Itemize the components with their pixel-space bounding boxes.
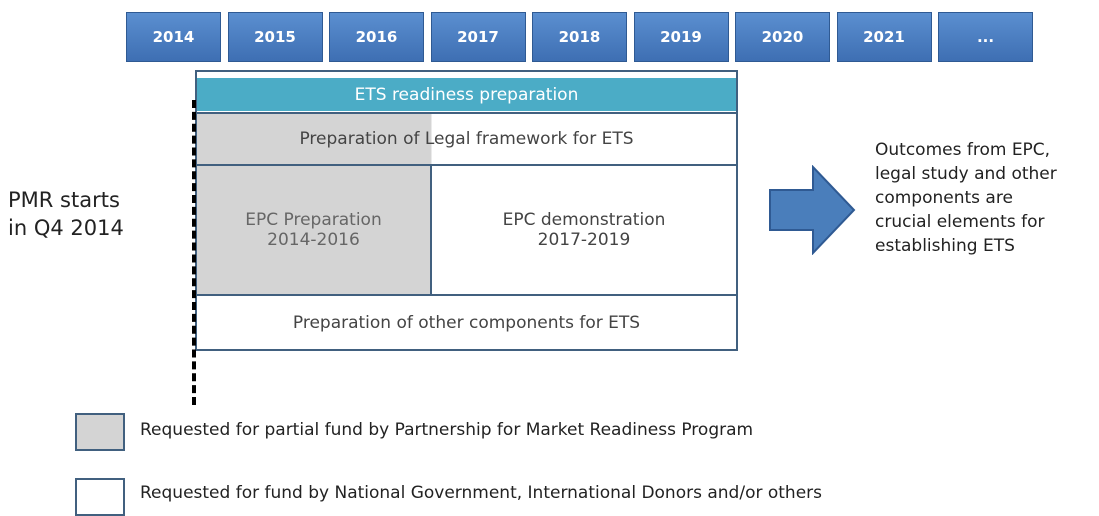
epc-demo-title: EPC demonstration (502, 210, 666, 230)
start-line (192, 100, 196, 405)
year-box: 2016 (329, 12, 424, 62)
other-text: Preparation of other components for ETS (292, 312, 641, 333)
legend-label: Requested for partial fund by Partnershi… (140, 420, 754, 440)
legend-label: Requested for fund by National Governmen… (140, 483, 823, 503)
legend-swatch-white (75, 478, 125, 516)
year-box: 2019 (633, 12, 729, 62)
legend-swatch-gray (75, 413, 125, 451)
year-box: 2020 (735, 12, 830, 62)
start-note-line: PMR starts (8, 188, 120, 212)
outcome-text: Outcomes from EPC, legal study and other c… (875, 138, 1057, 258)
year-box: 2021 (836, 12, 932, 62)
legal-text: Preparation of Legal framework for ETS (299, 129, 634, 149)
outcome-line: components are (875, 188, 1013, 208)
outcome-line: crucial elements for (875, 212, 1045, 232)
outcome-line: legal study and other (875, 164, 1057, 184)
legal-row: Preparation of Legal framework for ETS (195, 112, 738, 166)
year-box: ... (938, 12, 1033, 62)
year-box: 2017 (430, 12, 526, 62)
epc-prep-title: EPC Preparation (245, 210, 382, 230)
year-box: 2014 (126, 12, 221, 62)
outcome-line: Outcomes from EPC, (875, 140, 1051, 160)
header-text: ETS readiness preparation (354, 84, 579, 105)
header-bar: ETS readiness preparation (197, 78, 736, 111)
epc-prep-years: 2014-2016 (267, 230, 360, 250)
year-box: 2018 (532, 12, 627, 62)
year-box: 2015 (227, 12, 323, 62)
epc-demo-years: 2017-2019 (537, 230, 631, 250)
epc-preparation: EPC Preparation 2014-2016 (195, 164, 432, 296)
outcome-line: establishing ETS (875, 236, 1015, 256)
start-note: PMR starts in Q4 2014 (8, 186, 124, 242)
start-note-line: in Q4 2014 (8, 216, 124, 240)
other-row: Preparation of other components for ETS (195, 294, 738, 351)
epc-demonstration: EPC demonstration 2017-2019 (430, 164, 738, 296)
arrow (769, 165, 856, 255)
